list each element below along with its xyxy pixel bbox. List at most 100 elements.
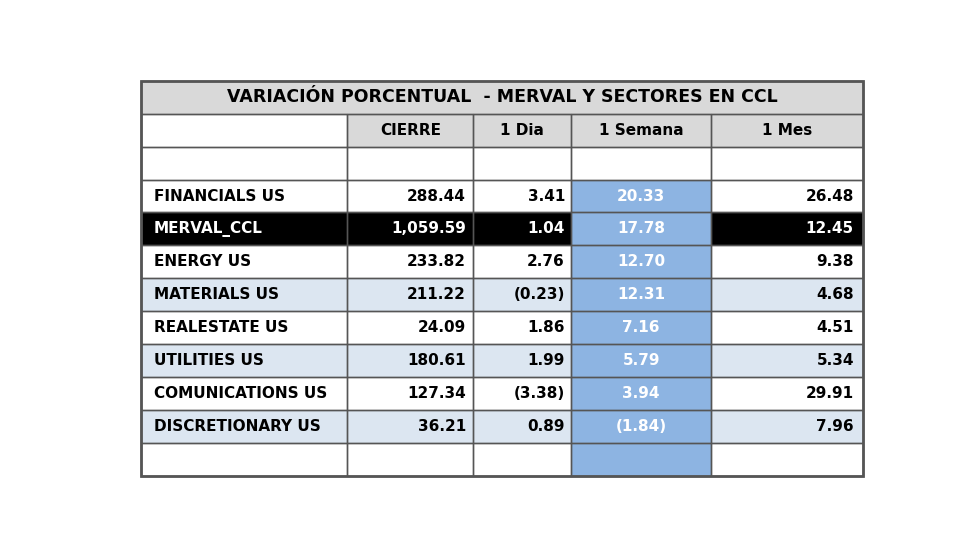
Bar: [570, 442, 711, 476]
Text: 127.34: 127.34: [407, 386, 466, 401]
Bar: [141, 147, 347, 180]
Bar: [711, 311, 863, 344]
Bar: [473, 410, 570, 442]
Bar: [570, 311, 711, 344]
Bar: [141, 213, 347, 245]
Bar: [711, 245, 863, 278]
Bar: [141, 410, 347, 442]
Bar: [473, 114, 570, 147]
Bar: [711, 213, 863, 245]
Bar: [473, 344, 570, 377]
Bar: [473, 180, 570, 213]
Text: 233.82: 233.82: [407, 255, 466, 269]
Bar: [570, 180, 711, 213]
Bar: [473, 245, 570, 278]
Bar: [711, 442, 863, 476]
Bar: [570, 344, 711, 377]
Bar: [473, 377, 570, 410]
Bar: [141, 377, 347, 410]
Bar: [570, 114, 711, 147]
Bar: [570, 245, 711, 278]
Bar: [347, 377, 473, 410]
Bar: [141, 245, 347, 278]
Bar: [141, 147, 347, 180]
Text: (1.84): (1.84): [615, 419, 666, 434]
Bar: [711, 377, 863, 410]
Bar: [141, 81, 863, 114]
Bar: [711, 213, 863, 245]
Text: 211.22: 211.22: [407, 287, 466, 302]
Text: 3.94: 3.94: [622, 386, 660, 401]
Bar: [711, 278, 863, 311]
Bar: [711, 147, 863, 180]
Text: DISCRETIONARY US: DISCRETIONARY US: [154, 419, 320, 434]
Text: VARIACIÓN PORCENTUAL  - MERVAL Y SECTORES EN CCL: VARIACIÓN PORCENTUAL - MERVAL Y SECTORES…: [227, 88, 777, 106]
Bar: [473, 344, 570, 377]
Bar: [347, 311, 473, 344]
Bar: [347, 278, 473, 311]
Bar: [141, 311, 347, 344]
Bar: [711, 180, 863, 213]
Bar: [711, 180, 863, 213]
Bar: [570, 213, 711, 245]
Bar: [141, 180, 347, 213]
Bar: [141, 278, 347, 311]
Bar: [347, 344, 473, 377]
Bar: [570, 377, 711, 410]
Bar: [347, 442, 473, 476]
Text: 26.48: 26.48: [806, 188, 854, 203]
Bar: [141, 278, 347, 311]
Bar: [473, 147, 570, 180]
Bar: [473, 442, 570, 476]
Bar: [711, 410, 863, 442]
Bar: [711, 278, 863, 311]
Bar: [570, 278, 711, 311]
Bar: [141, 114, 347, 147]
Bar: [570, 213, 711, 245]
Bar: [473, 213, 570, 245]
Bar: [347, 377, 473, 410]
Bar: [570, 311, 711, 344]
Text: 1 Dia: 1 Dia: [500, 123, 544, 138]
Bar: [347, 245, 473, 278]
Bar: [347, 114, 473, 147]
Bar: [711, 344, 863, 377]
Bar: [473, 278, 570, 311]
Bar: [347, 180, 473, 213]
Bar: [141, 245, 347, 278]
Bar: [570, 377, 711, 410]
Bar: [347, 410, 473, 442]
Text: FINANCIALS US: FINANCIALS US: [154, 188, 285, 203]
Bar: [141, 410, 347, 442]
Bar: [347, 114, 473, 147]
Text: 1,059.59: 1,059.59: [391, 222, 466, 236]
Bar: [141, 213, 347, 245]
Text: 4.51: 4.51: [816, 320, 854, 335]
Bar: [570, 114, 711, 147]
Bar: [473, 114, 570, 147]
Text: 12.45: 12.45: [806, 222, 854, 236]
Bar: [347, 410, 473, 442]
Bar: [347, 245, 473, 278]
Bar: [711, 377, 863, 410]
Bar: [711, 114, 863, 147]
Bar: [570, 410, 711, 442]
Bar: [473, 311, 570, 344]
Text: MATERIALS US: MATERIALS US: [154, 287, 279, 302]
Text: 17.78: 17.78: [617, 222, 665, 236]
Text: REALESTATE US: REALESTATE US: [154, 320, 288, 335]
Text: 1 Mes: 1 Mes: [762, 123, 812, 138]
Bar: [473, 410, 570, 442]
Text: 4.68: 4.68: [816, 287, 854, 302]
Text: COMUNICATIONS US: COMUNICATIONS US: [154, 386, 327, 401]
Text: 24.09: 24.09: [417, 320, 466, 335]
Text: 12.70: 12.70: [617, 255, 665, 269]
Text: MERVAL_CCL: MERVAL_CCL: [154, 221, 263, 237]
Bar: [473, 311, 570, 344]
Bar: [711, 311, 863, 344]
Text: 0.89: 0.89: [527, 419, 564, 434]
Text: (0.23): (0.23): [514, 287, 564, 302]
Bar: [347, 213, 473, 245]
Bar: [473, 377, 570, 410]
Text: 7.16: 7.16: [622, 320, 660, 335]
